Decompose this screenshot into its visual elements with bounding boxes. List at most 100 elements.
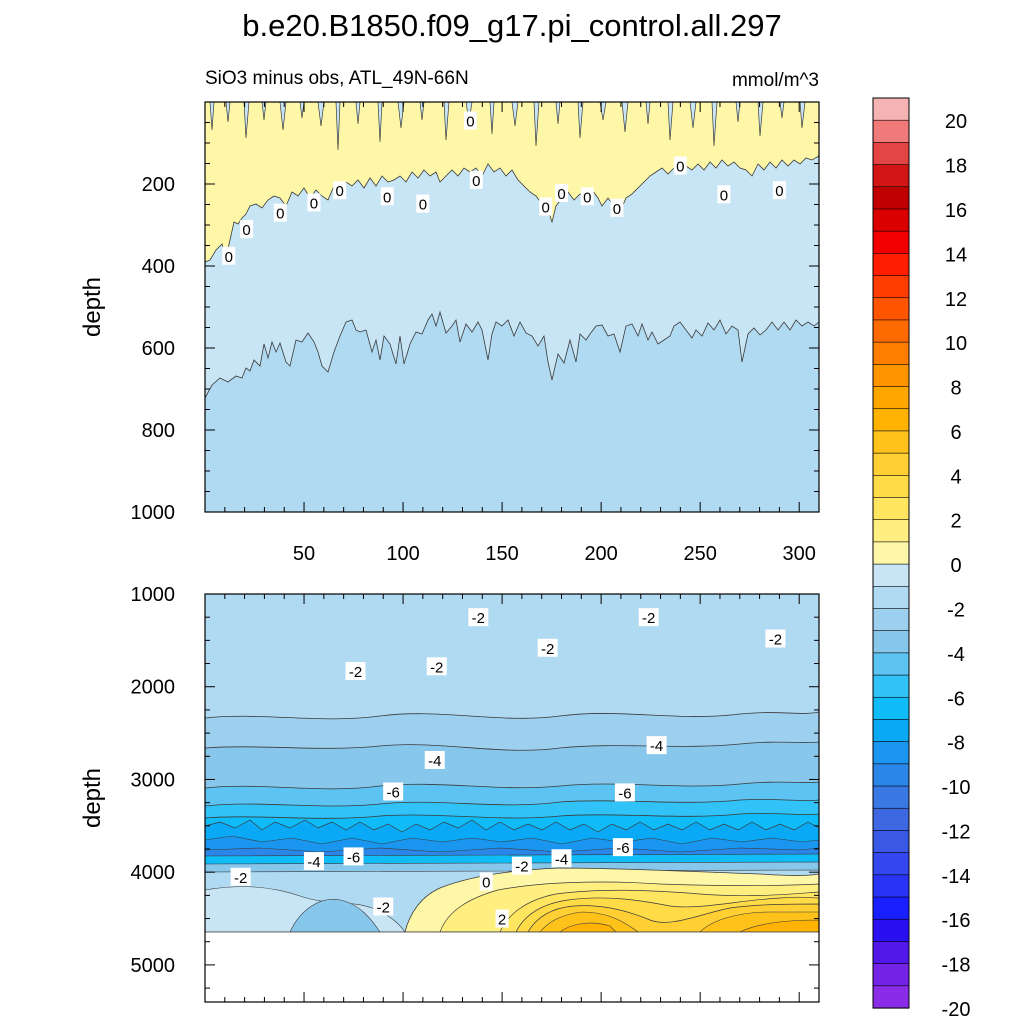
svg-text:-2: -2 [377, 899, 390, 916]
contour-label: -4 [303, 852, 324, 871]
contour-label: -4 [646, 736, 667, 755]
x-tick-label: 50 [293, 543, 315, 565]
svg-text:-2: -2 [234, 870, 247, 887]
colorbar-swatch [872, 652, 910, 676]
y-tick-label: 1000 [131, 502, 176, 524]
colorbar-swatch [872, 696, 910, 721]
colorbar-swatch [872, 186, 910, 210]
colorbar-swatch [872, 142, 910, 166]
contour-label: 0 [772, 181, 786, 200]
x-tick-label: 150 [485, 543, 518, 565]
colorbar-label: -20 [942, 999, 971, 1021]
colorbar-swatch [872, 918, 910, 943]
colorbar-swatch [872, 941, 910, 965]
colorbar-swatch [872, 674, 910, 698]
lower-axes-ticks: 1000 2000 3000 4000 5000 [131, 584, 820, 1002]
colorbar-swatch [872, 408, 910, 432]
colorbar-swatch [872, 985, 910, 1009]
y-tick-label: 3000 [131, 769, 176, 791]
svg-text:0: 0 [225, 249, 233, 266]
chart-title: b.e20.B1850.f09_g17.pi_control.all.297 [242, 8, 782, 43]
upper-band-zero [205, 102, 819, 263]
contour-label: -2 [426, 657, 447, 676]
y-tick-label: 200 [142, 174, 175, 196]
contour-label: 0 [673, 156, 687, 176]
colorbar-label: -6 [947, 688, 965, 710]
y-tick-label: 4000 [131, 862, 176, 884]
x-tick-label: 200 [584, 543, 617, 565]
y-tick-label: 800 [142, 420, 175, 442]
svg-text:0: 0 [720, 187, 728, 204]
svg-text:0: 0 [482, 874, 490, 891]
colorbar-label: -12 [942, 821, 971, 843]
svg-text:-2: -2 [541, 641, 554, 658]
svg-text:-2: -2 [349, 664, 362, 681]
contour-label: 0 [333, 181, 347, 200]
colorbar-swatch [872, 386, 910, 410]
svg-text:0: 0 [466, 113, 474, 130]
contour-label: -2 [638, 608, 659, 627]
svg-text:-6: -6 [347, 849, 360, 866]
colorbar-swatch [872, 852, 910, 876]
colorbar-swatch [872, 430, 910, 454]
upper-spikes [209, 102, 806, 151]
contour-label: -2 [765, 629, 786, 649]
contour-label: 0 [380, 187, 394, 206]
contour-label: -4 [551, 849, 572, 868]
y-tick-label: 2000 [131, 677, 176, 699]
colorbar-swatch [872, 364, 910, 388]
contour-label: 0 [240, 220, 254, 239]
colorbar-label: 10 [945, 333, 967, 355]
contour-label: 0 [580, 187, 594, 206]
contour-label: -2 [468, 608, 489, 627]
y-tick-label: 1000 [131, 584, 176, 606]
colorbar-swatch [872, 874, 910, 898]
lower-pocket-mid [289, 899, 381, 933]
colorbar-label: 2 [950, 511, 961, 533]
colorbar-swatch [872, 452, 910, 476]
colorbar-swatch [872, 763, 910, 787]
colorbar-swatch [872, 807, 910, 832]
upper-ylabel: depth [79, 277, 106, 337]
colorbar-swatch [872, 497, 910, 521]
svg-text:0: 0 [613, 201, 621, 218]
colorbar-swatch [872, 563, 910, 587]
colorbar-swatch [872, 475, 910, 499]
colorbar-label: 8 [950, 378, 961, 400]
svg-text:-4: -4 [555, 851, 568, 868]
svg-text:-2: -2 [642, 610, 655, 627]
svg-text:2: 2 [498, 912, 506, 929]
svg-text:-2: -2 [472, 610, 485, 627]
svg-text:-4: -4 [428, 753, 441, 770]
contour-label: -4 [424, 750, 445, 770]
colorbar-swatch [872, 253, 910, 277]
colorbar: 20181614121086420-2-4-6-8-10-12-14-16-18… [872, 97, 971, 1021]
upper-axes-ticks: 50 100 150 200 250 300 200 400 600 800 1000 [131, 102, 820, 565]
colorbar-label: -18 [942, 955, 971, 977]
svg-text:0: 0 [583, 189, 591, 206]
svg-text:0: 0 [242, 222, 250, 239]
colorbar-swatch [872, 97, 910, 121]
svg-text:-6: -6 [616, 840, 629, 857]
units-label: mmol/m^3 [732, 70, 819, 91]
lower-ylabel: depth [79, 768, 106, 828]
svg-text:0: 0 [419, 197, 427, 214]
svg-text:0: 0 [557, 186, 565, 203]
x-tick-label: 300 [783, 543, 816, 565]
contour-label: -6 [612, 838, 633, 857]
contour-label: 0 [717, 185, 731, 204]
svg-text:0: 0 [276, 206, 284, 223]
svg-text:-6: -6 [386, 785, 399, 802]
colorbar-label: 20 [945, 111, 967, 133]
contour-label: 2 [495, 909, 509, 929]
contour-label: -2 [373, 897, 394, 916]
svg-text:0: 0 [310, 195, 318, 212]
contour-label: 0 [555, 184, 569, 203]
svg-text:0: 0 [383, 189, 391, 206]
chart-subtitle: SiO3 minus obs, ATL_49N-66N [205, 68, 469, 89]
contour-label: -2 [345, 661, 366, 681]
colorbar-swatch [872, 319, 910, 343]
colorbar-label: -8 [947, 733, 965, 755]
y-tick-label: 600 [142, 338, 175, 360]
